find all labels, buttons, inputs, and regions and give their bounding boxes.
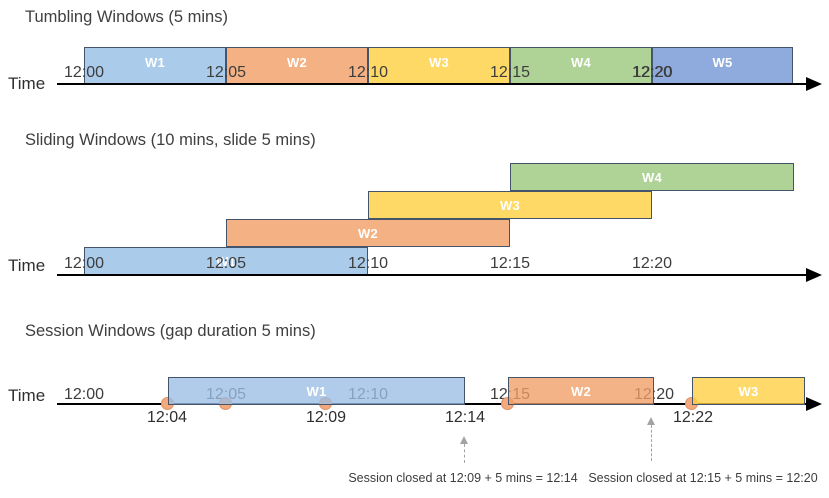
- tumbling-tick-1205: 12:05: [205, 64, 247, 81]
- window-label: W5: [712, 55, 733, 70]
- tumbling-tick-1200: 12:00: [63, 64, 105, 81]
- window-label: W1: [306, 383, 327, 399]
- sliding-tick-1210: 12:10: [347, 255, 389, 272]
- window-label: W3: [738, 383, 759, 399]
- sliding-window-w2: W2: [226, 219, 510, 247]
- sliding-tick-1200: 12:00: [63, 255, 105, 272]
- window-label: W2: [286, 55, 308, 70]
- dashed-arrow-stem: [464, 444, 465, 463]
- tumbling-window-w3: W3: [368, 47, 510, 85]
- tumbling-tick-1210: 12:10: [347, 64, 389, 81]
- sliding-tick-1220: 12:20: [631, 255, 673, 272]
- sliding-section-title: Sliding Windows (10 mins, slide 5 mins): [25, 131, 316, 149]
- tumbling-window-w2: W2: [226, 47, 368, 85]
- event-label-1209: 12:09: [305, 409, 347, 426]
- tumbling-section-title: Tumbling Windows (5 mins): [25, 8, 228, 26]
- session-axis-arrow-icon: [806, 397, 822, 411]
- tumbling-window-w5: W5: [652, 47, 793, 85]
- window-label: W1: [215, 253, 237, 269]
- event-label-1204: 12:04: [146, 409, 188, 426]
- sliding-window-w1: W1: [84, 247, 368, 275]
- tumbling-window-w4: W4: [510, 47, 652, 85]
- window-label: W2: [570, 383, 592, 399]
- window-label: W3: [499, 197, 521, 213]
- session-section-title: Session Windows (gap duration 5 mins): [25, 322, 316, 340]
- event-label-1222: 12:22: [672, 409, 714, 426]
- sliding-tick-1215: 12:15: [489, 255, 531, 272]
- window-label: W2: [357, 225, 379, 241]
- arrow-up-icon: [647, 417, 655, 425]
- sliding-window-w4: W4: [510, 163, 794, 191]
- sliding-tick-1205: 12:05: [205, 255, 247, 272]
- tumbling-window-w1: W1: [84, 47, 226, 85]
- sliding-axis-arrow-icon: [806, 268, 822, 282]
- tumbling-time-axis-label: Time: [8, 74, 46, 93]
- window-label: W3: [428, 55, 450, 70]
- window-label: W4: [570, 55, 592, 70]
- session-window-w2: W2: [508, 377, 654, 405]
- session-tick-1200: 12:00: [63, 386, 105, 403]
- arrow-up-icon: [460, 436, 468, 444]
- event-label-1214: 12:14: [444, 409, 486, 426]
- dashed-arrow-stem: [651, 425, 652, 461]
- window-label: W1: [144, 55, 166, 70]
- tumbling-tick-1215: 12:15: [489, 64, 531, 81]
- tumbling-axis-arrow-icon: [806, 77, 822, 91]
- tumbling-time-axis: [57, 83, 807, 85]
- sliding-time-axis: [57, 274, 807, 276]
- session-window-w1: W1: [168, 377, 465, 405]
- tumbling-tick-1220: 12:20: [631, 64, 673, 81]
- sliding-time-axis-label: Time: [8, 256, 46, 275]
- session-time-axis-label: Time: [8, 386, 46, 405]
- sliding-window-w3: W3: [368, 191, 652, 219]
- session-close-annotation-2: Session closed at 12:15 + 5 mins = 12:20: [588, 471, 818, 485]
- session-close-annotation-1: Session closed at 12:09 + 5 mins = 12:14: [348, 471, 578, 485]
- window-label: W4: [641, 169, 663, 185]
- session-window-w3: W3: [692, 377, 805, 405]
